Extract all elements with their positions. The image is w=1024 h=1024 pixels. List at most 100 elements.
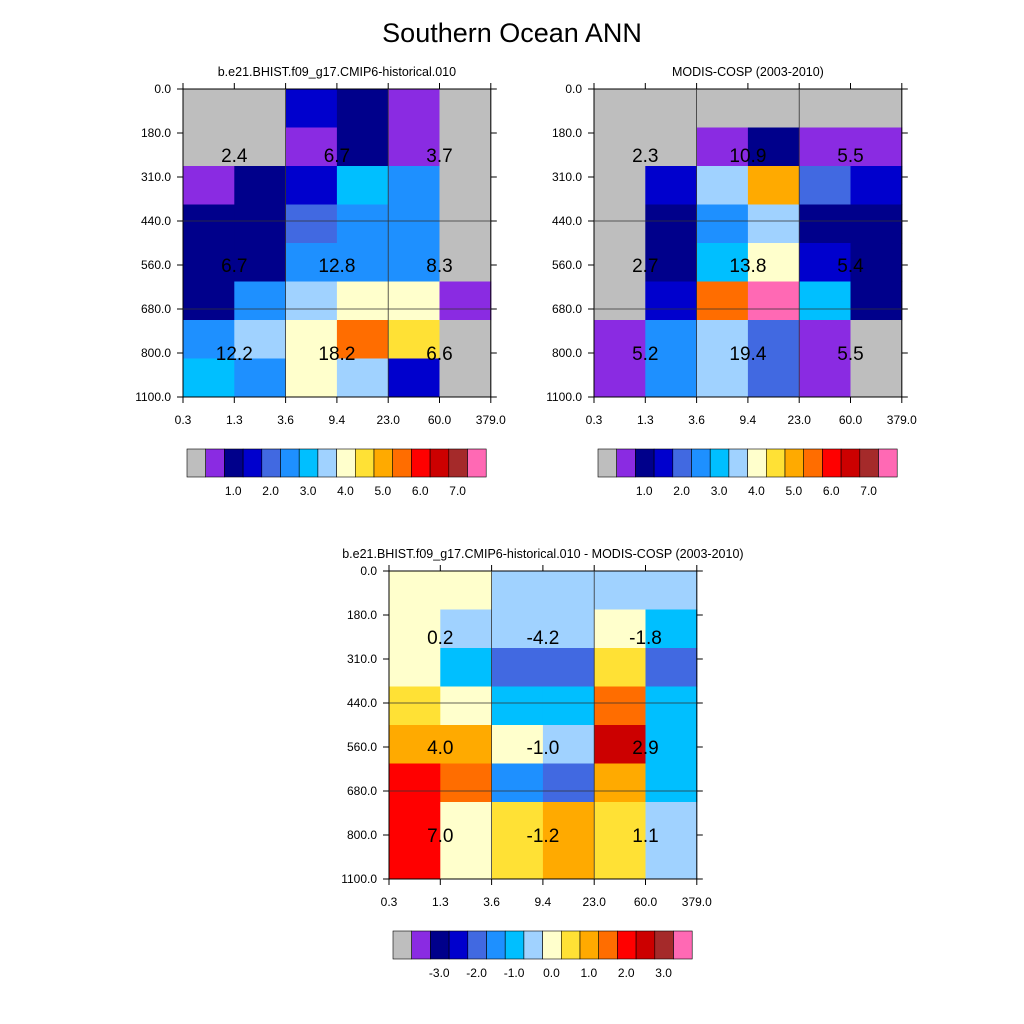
x-tick-label: 9.4 [535, 895, 552, 909]
panel-title: b.e21.BHIST.f09_g17.CMIP6-historical.010… [342, 547, 743, 561]
data-label: 5.2 [632, 344, 658, 365]
y-tick-label: 310.0 [347, 652, 377, 666]
data-label: 2.9 [632, 738, 658, 759]
heatmap-cell [696, 166, 749, 205]
heatmap-cell [696, 320, 749, 359]
heatmap-cell [594, 320, 646, 359]
colorbar-tick-label: 2.0 [618, 966, 635, 980]
heatmap-cell [594, 802, 646, 841]
colorbar-tick-label: 4.0 [748, 484, 765, 498]
colorbar-swatch [448, 930, 469, 960]
heatmap-cell [491, 840, 544, 880]
data-label: 5.4 [837, 256, 864, 277]
heatmap-cell [234, 166, 287, 205]
x-tick-label: 1.3 [637, 413, 654, 427]
heatmap-cell [850, 166, 903, 205]
colorbar-swatch [486, 930, 506, 960]
heatmap-cell [645, 89, 698, 128]
heatmap-cell [336, 243, 389, 282]
heatmap-cell [336, 204, 389, 244]
heatmap-cell [491, 648, 544, 687]
data-label: 12.8 [318, 256, 355, 277]
heatmap-cell [234, 127, 287, 167]
data-label: 12.2 [216, 344, 253, 365]
colorbar-swatch [617, 930, 637, 960]
colorbar-tick-label: 7.0 [860, 484, 877, 498]
y-tick-label: 180.0 [347, 608, 377, 622]
x-tick-label: 379.0 [476, 413, 506, 427]
heatmap-cell [388, 127, 440, 167]
x-tick-label: 23.0 [583, 895, 607, 909]
y-tick-label: 800.0 [141, 346, 171, 360]
colorbar-swatch [579, 930, 600, 960]
heatmap-cell [234, 281, 287, 321]
y-tick-label: 560.0 [552, 258, 582, 272]
heatmap-cell [594, 840, 646, 880]
heatmap-cell [850, 281, 903, 321]
heatmap-cell [388, 358, 440, 398]
data-label: 7.0 [427, 826, 453, 847]
heatmap-cell [799, 358, 851, 398]
data-label: -1.0 [527, 738, 560, 759]
y-tick-label: 1100.0 [341, 872, 377, 886]
heatmap-cell [336, 89, 389, 128]
heatmap-cell [645, 686, 698, 726]
data-label: 0.2 [427, 628, 453, 649]
heatmap-cell [440, 648, 493, 687]
heatmap-cell [696, 358, 749, 398]
heatmap-cell [389, 763, 441, 803]
colorbar-swatch [504, 930, 525, 960]
heatmap-cell [645, 320, 698, 359]
heatmap-cell [439, 358, 492, 398]
heatmap-cell [747, 243, 800, 282]
data-label: 6.7 [221, 256, 247, 277]
y-tick-label: 180.0 [141, 126, 171, 140]
heatmap-cell [850, 204, 903, 244]
x-tick-label: 9.4 [740, 413, 757, 427]
x-tick-label: 1.3 [226, 413, 243, 427]
panel-title: b.e21.BHIST.f09_g17.CMIP6-historical.010 [218, 65, 456, 79]
heatmap-cell [747, 127, 800, 167]
heatmap-cell [645, 763, 698, 803]
heatmap-cell [285, 243, 338, 282]
heatmap-cell [234, 89, 287, 128]
colorbar-tick-label: 7.0 [449, 484, 466, 498]
heatmap-cell [799, 243, 851, 282]
data-label: 2.3 [632, 146, 658, 167]
colorbar-swatch [635, 930, 656, 960]
heatmap-cell [336, 281, 389, 321]
heatmap-cell [594, 763, 646, 803]
heatmap-cell [850, 127, 903, 167]
heatmap-cell [747, 358, 800, 398]
heatmap-cell [388, 243, 440, 282]
heatmap-cell [645, 648, 698, 687]
y-tick-label: 440.0 [552, 214, 582, 228]
heatmap-cell [491, 725, 544, 764]
heatmap-cell [491, 686, 544, 726]
y-tick-label: 0.0 [360, 564, 377, 578]
y-tick-label: 310.0 [552, 170, 582, 184]
y-tick-label: 680.0 [141, 302, 171, 316]
heatmap-cell [440, 840, 493, 880]
heatmap-cell [542, 609, 595, 649]
y-tick-label: 680.0 [552, 302, 582, 316]
heatmap-cell [389, 571, 441, 610]
y-tick-label: 800.0 [347, 828, 377, 842]
heatmap-cell [234, 204, 287, 244]
data-label: 2.7 [632, 256, 658, 277]
heatmap-cell [336, 127, 389, 167]
heatmap-cell [285, 358, 338, 398]
heatmap-cell [234, 320, 287, 359]
y-tick-label: 180.0 [552, 126, 582, 140]
heatmap-cell [542, 802, 595, 841]
x-tick-label: 60.0 [839, 413, 863, 427]
heatmap-cell [183, 358, 235, 398]
data-label: 10.9 [729, 146, 766, 167]
y-tick-label: 440.0 [141, 214, 171, 228]
heatmap-cell [439, 320, 492, 359]
heatmap-cell [389, 609, 441, 649]
heatmap-cell [285, 320, 338, 359]
colorbar-tick-label: 3.0 [711, 484, 728, 498]
heatmap-cell [336, 320, 389, 359]
heatmap-cell [594, 166, 646, 205]
